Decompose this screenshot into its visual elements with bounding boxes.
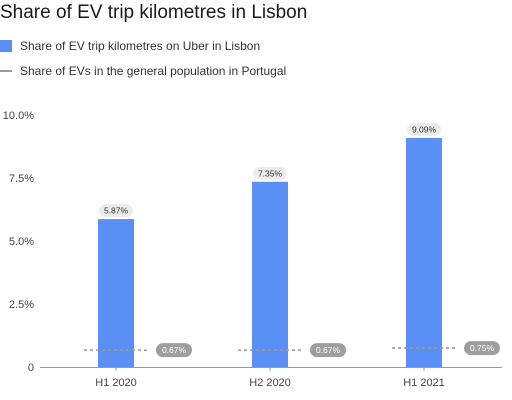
legend-item-uber: Share of EV trip kilometres on Uber in L… [0,39,260,53]
legend-swatch-dashed [0,70,12,72]
bar-label-pill [99,204,133,218]
chart-title: Share of EV trip kilometres in Lisbon [0,2,308,23]
legend-label-uber: Share of EV trip kilometres on Uber in L… [20,39,261,53]
y-tick-label: 5.0% [9,236,34,248]
legend-item-population: Share of EVs in the general population i… [0,64,286,78]
reference-label-pill [310,343,346,358]
reference-data-label: 0.75% [470,343,495,353]
bar [98,219,134,367]
bar-data-label: 9.09% [412,124,437,134]
bar [252,181,288,367]
legend-label-population: Share of EVs in the general population i… [20,64,287,78]
reference-data-label: 0.67% [162,345,187,355]
y-tick-label: 10.0% [3,110,34,122]
x-tick-label: H1 2020 [95,377,137,389]
reference-label-pill [156,343,192,358]
y-tick-label: 2.5% [9,299,34,311]
legend-swatch-bar [0,40,12,52]
bar-label-pill [407,122,441,136]
bar-label-pill [253,166,287,180]
reference-data-label: 0.67% [316,345,341,355]
bar-data-label: 5.87% [104,206,129,216]
x-tick-label: H1 2021 [403,377,445,389]
y-tick-label: 0 [28,362,34,374]
x-tick-label: H2 2020 [249,377,291,389]
bar [406,137,442,367]
y-tick-label: 7.5% [9,173,34,185]
reference-label-pill [464,341,500,356]
bar-data-label: 7.35% [258,168,283,178]
